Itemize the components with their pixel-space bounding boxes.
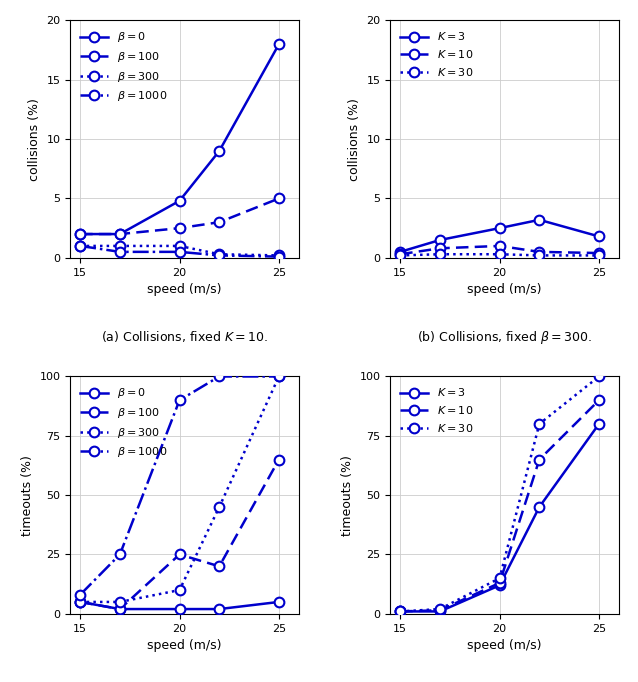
Y-axis label: timeouts (%): timeouts (%) [21, 455, 34, 535]
Legend: $\beta = 0$, $\beta = 100$, $\beta = 300$, $\beta = 1000$: $\beta = 0$, $\beta = 100$, $\beta = 300… [76, 26, 172, 108]
Y-axis label: collisions (%): collisions (%) [28, 98, 41, 181]
Y-axis label: timeouts (%): timeouts (%) [341, 455, 354, 535]
X-axis label: speed (m/s): speed (m/s) [467, 639, 542, 652]
X-axis label: speed (m/s): speed (m/s) [147, 639, 222, 652]
Legend: $K = 3$, $K = 10$, $K = 30$: $K = 3$, $K = 10$, $K = 30$ [396, 26, 478, 82]
Text: (a) Collisions, fixed $K = 10$.: (a) Collisions, fixed $K = 10$. [101, 329, 268, 344]
X-axis label: speed (m/s): speed (m/s) [467, 283, 542, 296]
Text: (b) Collisions, fixed $\beta = 300$.: (b) Collisions, fixed $\beta = 300$. [417, 329, 592, 346]
X-axis label: speed (m/s): speed (m/s) [147, 283, 222, 296]
Legend: $\beta = 0$, $\beta = 100$, $\beta = 300$, $\beta = 1000$: $\beta = 0$, $\beta = 100$, $\beta = 300… [76, 382, 172, 464]
Y-axis label: collisions (%): collisions (%) [348, 98, 361, 181]
Legend: $K = 3$, $K = 10$, $K = 30$: $K = 3$, $K = 10$, $K = 30$ [396, 382, 478, 438]
